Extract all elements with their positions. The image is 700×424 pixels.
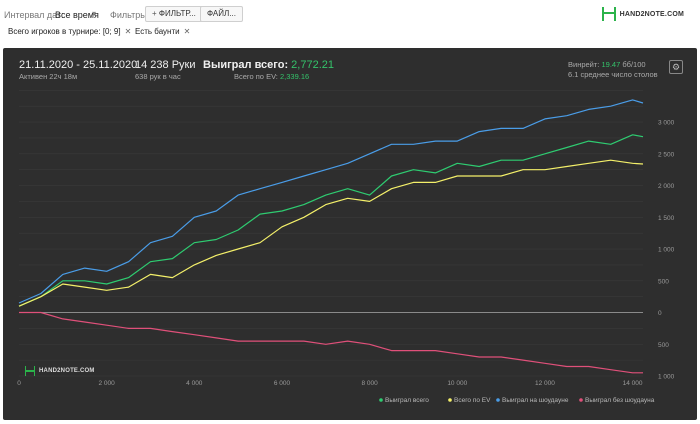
close-icon[interactable]: ✕ [124, 27, 132, 36]
x-tick-label: 8 000 [361, 380, 378, 387]
interval-select[interactable]: Все время [55, 10, 99, 20]
graph-panel: 21.11.2020 - 25.11.2020 Активен 22ч 18м … [3, 48, 697, 420]
legend-label: Всего по EV [454, 397, 491, 404]
h2n-logo-icon [601, 7, 616, 21]
legend-marker [448, 398, 452, 402]
filter-toolbar: Интервал дат: Все время ▾ Фильтры: + ФИЛ… [0, 0, 700, 50]
chip-label: Есть баунти [135, 27, 180, 36]
avg-tables: 6.1 среднее число столов [568, 70, 658, 79]
close-icon[interactable]: ✕ [183, 27, 191, 36]
h2n-logo-icon [25, 366, 35, 376]
watermark: HAND2NOTE.COM [25, 366, 95, 376]
filter-button-label: ФИЛЬТР... [158, 9, 196, 18]
won-value: 2,772.21 [291, 59, 334, 71]
x-tick-label: 0 [17, 380, 21, 387]
hands-count: 14 238 Руки [135, 59, 196, 71]
legend-label: Выиграл всего [385, 397, 429, 404]
y-tick-label: 1 000 [658, 247, 675, 254]
gear-icon[interactable]: ⚙ [669, 60, 683, 74]
winrate-unit: бб/100 [622, 60, 646, 69]
winrate: Винрейт: 19.47 бб/100 [568, 60, 646, 69]
chevron-down-icon[interactable]: ▾ [92, 9, 97, 18]
interval-label: Интервал дат: [4, 10, 64, 20]
legend-marker [496, 398, 500, 402]
legend-marker [379, 398, 383, 402]
watermark-text: HAND2NOTE.COM [39, 368, 95, 374]
y-tick-label: 3 000 [658, 120, 675, 127]
filter-button[interactable]: + ФИЛЬТР... [145, 6, 203, 22]
series-line-0 [18, 134, 644, 307]
chip-label: Всего игроков в турнире: [0; 9] [8, 27, 121, 36]
hands-per-hour: 638 рук в час [135, 72, 181, 81]
y-tick-label: 0 [658, 310, 662, 317]
x-tick-label: 10 000 [447, 380, 467, 387]
ev-total: Всего по EV: 2,339.16 [234, 72, 309, 81]
plus-icon: + [152, 9, 159, 18]
y-tick-label: 2 000 [658, 183, 675, 190]
y-tick-label: 500 [658, 278, 669, 285]
filter-chip-bounty[interactable]: Есть баунти ✕ [131, 25, 194, 38]
legend-label: Выиграл без шоудауна [585, 396, 655, 404]
legend-marker [579, 398, 583, 402]
x-tick-label: 6 000 [274, 380, 291, 387]
x-tick-label: 2 000 [99, 380, 116, 387]
y-tick-label: 1 500 [658, 215, 675, 222]
y-tick-label: 2 500 [658, 151, 675, 158]
results-chart: 1 000 500 0 500 1 000 1 500 2 000 2 500 3 000 0 2 … [17, 90, 675, 404]
winrate-label: Винрейт: [568, 60, 600, 69]
legend-label: Выиграл на шоудауне [502, 397, 569, 404]
x-tick-label: 4 000 [186, 380, 203, 387]
series-line-1 [18, 159, 644, 307]
winrate-value: 19.47 [601, 60, 621, 69]
ev-label: Всего по EV: [234, 72, 278, 81]
y-tick-label: 1 000 [658, 374, 675, 381]
series-line-3 [19, 311, 643, 374]
won-label: Выиграл всего: [203, 59, 289, 71]
filter-chip-players[interactable]: Всего игроков в турнире: [0; 9] ✕ [4, 25, 135, 38]
active-time: Активен 22ч 18м [19, 72, 78, 81]
ev-value: 2,339.16 [279, 72, 310, 81]
date-range: 21.11.2020 - 25.11.2020 [19, 59, 138, 71]
file-button[interactable]: ФАЙЛ... [200, 6, 243, 22]
won-total: Выиграл всего: 2,772.21 [203, 59, 334, 71]
brand-text: HAND2NOTE.COM [619, 10, 684, 18]
brand-logo: HAND2NOTE.COM [601, 7, 684, 21]
x-tick-label: 14 000 [623, 380, 643, 387]
x-tick-label: 12 000 [535, 380, 555, 387]
filters-label: Фильтры: [110, 10, 150, 20]
y-tick-label: 500 [658, 342, 669, 349]
series-line-2 [18, 99, 644, 304]
